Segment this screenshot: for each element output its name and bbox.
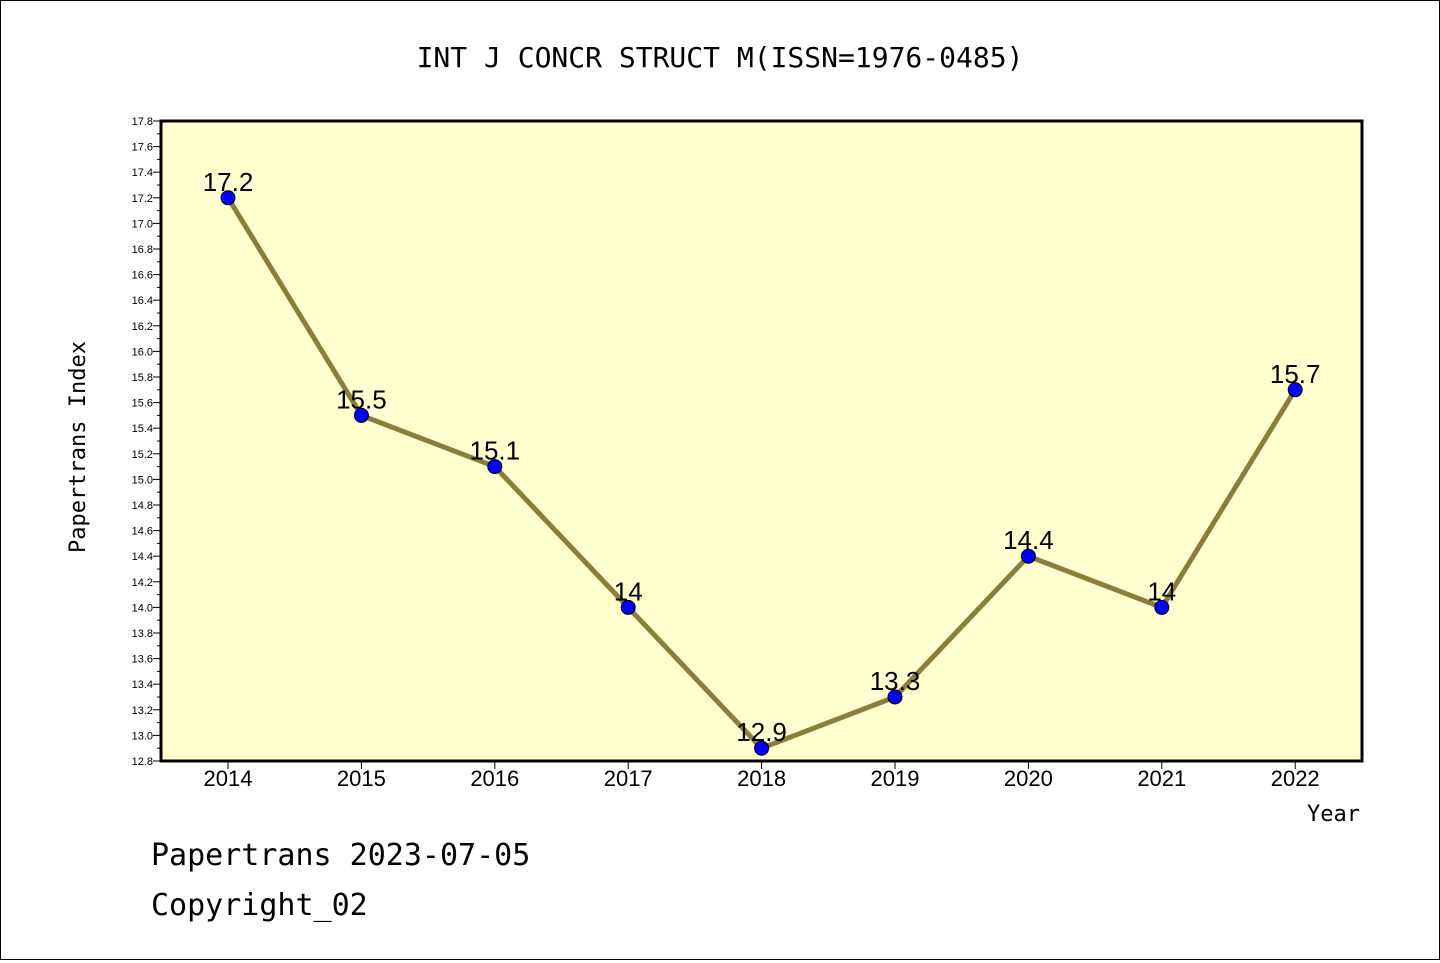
data-point: [620, 599, 636, 615]
data-label: 13.3: [870, 666, 921, 696]
series-layer: 17.2 15.5 15.1 14 12.9 13.3 14.4 14 15.7: [203, 167, 1321, 756]
data-point: [487, 459, 503, 475]
chart-title: INT J CONCR STRUCT M(ISSN=1976-0485): [417, 41, 1024, 74]
y-tick-label: 17.4: [132, 167, 153, 179]
data-label: 17.2: [203, 167, 254, 197]
y-tick-label: 17.0: [132, 218, 153, 230]
y-tick-label: 13.2: [132, 705, 153, 717]
y-tick-label: 13.4: [132, 679, 153, 691]
x-tick-label: 2021: [1137, 766, 1186, 791]
y-tick-label: 17.2: [132, 193, 153, 205]
y-axis-label: Papertrans Index: [66, 341, 91, 553]
data-label: 15.5: [336, 384, 387, 414]
y-tick-label: 14.4: [132, 551, 153, 563]
data-point: [754, 740, 770, 756]
data-label: 15.1: [469, 436, 520, 466]
y-tick-label: 13.6: [132, 654, 153, 666]
y-tick-label: 15.4: [132, 423, 153, 435]
y-tick-label: 17.8: [132, 116, 153, 128]
x-tick-label: 2019: [871, 766, 920, 791]
x-tick-label: 2022: [1271, 766, 1320, 791]
y-tick-label: 16.4: [132, 295, 153, 307]
y-tick-label: 14.8: [132, 500, 153, 512]
y-tick-label: 16.0: [132, 346, 153, 358]
y-tick-label: 14.6: [132, 526, 153, 538]
axis-ticks: 12.8 13.0 13.2 13.4 13.6 13.8 14.0 14.2 14.4 14.6…: [132, 116, 1320, 791]
data-label: 12.9: [736, 717, 787, 747]
x-tick-label: 2020: [1004, 766, 1053, 791]
data-point: [1020, 548, 1036, 564]
y-tick-label: 15.0: [132, 474, 153, 486]
plot-border: [159, 119, 1364, 763]
x-tick-label: 2016: [470, 766, 519, 791]
y-tick-label: 15.6: [132, 398, 153, 410]
footer-date: Papertrans 2023-07-05: [151, 838, 530, 873]
data-label: 15.7: [1270, 359, 1321, 389]
y-tick-label: 16.8: [132, 244, 153, 256]
data-label: 14: [1147, 576, 1176, 606]
x-tick-label: 2015: [337, 766, 386, 791]
y-tick-label: 16.6: [132, 270, 153, 282]
x-tick-label: 2017: [604, 766, 653, 791]
y-tick-label: 15.8: [132, 372, 153, 384]
y-tick-label: 12.8: [132, 756, 153, 768]
y-tick-label: 17.6: [132, 142, 153, 154]
data-point: [353, 407, 369, 423]
plot-area: [161, 121, 1362, 761]
x-tick-label: 2018: [737, 766, 786, 791]
x-tick-label: 2014: [204, 766, 253, 791]
data-label: 14.4: [1003, 525, 1054, 555]
y-tick-label: 15.2: [132, 449, 153, 461]
y-tick-label: 14.0: [132, 602, 153, 614]
data-label: 14: [614, 576, 643, 606]
data-point: [1287, 382, 1303, 398]
y-tick-label: 13.8: [132, 628, 153, 640]
y-tick-label: 13.0: [132, 730, 153, 742]
data-point: [887, 689, 903, 705]
y-tick-label: 14.2: [132, 577, 153, 589]
y-tick-label: 16.2: [132, 321, 153, 333]
data-point: [1154, 599, 1170, 615]
data-point: [220, 190, 236, 206]
footer-copyright: Copyright_02: [151, 888, 368, 923]
x-axis-label: Year: [1307, 802, 1360, 827]
